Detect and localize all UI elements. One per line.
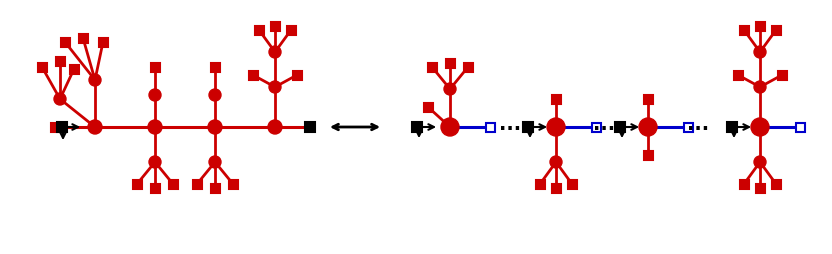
FancyBboxPatch shape: [755, 22, 765, 30]
FancyBboxPatch shape: [286, 25, 295, 35]
FancyBboxPatch shape: [777, 71, 786, 80]
Circle shape: [269, 46, 281, 58]
FancyBboxPatch shape: [523, 122, 533, 132]
FancyBboxPatch shape: [305, 122, 315, 132]
FancyBboxPatch shape: [486, 122, 494, 132]
FancyBboxPatch shape: [643, 151, 652, 160]
FancyBboxPatch shape: [740, 180, 749, 188]
Circle shape: [441, 118, 459, 136]
FancyBboxPatch shape: [795, 122, 805, 132]
Circle shape: [149, 156, 161, 168]
FancyBboxPatch shape: [132, 180, 141, 188]
FancyBboxPatch shape: [151, 62, 160, 71]
Circle shape: [269, 81, 281, 93]
Circle shape: [148, 120, 162, 134]
Circle shape: [268, 120, 282, 134]
FancyBboxPatch shape: [592, 122, 601, 132]
FancyBboxPatch shape: [98, 38, 107, 46]
FancyBboxPatch shape: [412, 122, 422, 132]
FancyBboxPatch shape: [615, 122, 625, 132]
FancyBboxPatch shape: [151, 183, 160, 193]
FancyBboxPatch shape: [249, 71, 257, 80]
Circle shape: [209, 89, 221, 101]
FancyBboxPatch shape: [70, 65, 78, 73]
Circle shape: [754, 46, 766, 58]
Text: ...: ...: [593, 116, 615, 135]
FancyBboxPatch shape: [552, 94, 561, 103]
FancyBboxPatch shape: [192, 180, 201, 188]
FancyBboxPatch shape: [56, 56, 65, 66]
Circle shape: [209, 156, 221, 168]
Circle shape: [88, 120, 102, 134]
FancyBboxPatch shape: [255, 25, 264, 35]
Circle shape: [751, 118, 769, 136]
FancyBboxPatch shape: [643, 94, 652, 103]
FancyBboxPatch shape: [428, 62, 437, 71]
FancyBboxPatch shape: [463, 62, 473, 71]
FancyBboxPatch shape: [734, 71, 742, 80]
Circle shape: [547, 118, 565, 136]
FancyBboxPatch shape: [727, 122, 737, 132]
FancyBboxPatch shape: [61, 38, 70, 46]
FancyBboxPatch shape: [755, 183, 765, 193]
FancyBboxPatch shape: [57, 122, 67, 132]
FancyBboxPatch shape: [771, 25, 780, 35]
FancyBboxPatch shape: [684, 122, 692, 132]
Circle shape: [444, 83, 456, 95]
FancyBboxPatch shape: [423, 103, 433, 112]
Circle shape: [54, 93, 66, 105]
Circle shape: [208, 120, 222, 134]
FancyBboxPatch shape: [293, 71, 301, 80]
FancyBboxPatch shape: [567, 180, 577, 188]
FancyBboxPatch shape: [771, 180, 780, 188]
FancyBboxPatch shape: [37, 62, 47, 71]
Circle shape: [89, 74, 101, 86]
FancyBboxPatch shape: [445, 58, 454, 68]
Text: ...: ...: [499, 116, 521, 135]
FancyBboxPatch shape: [536, 180, 544, 188]
FancyBboxPatch shape: [740, 25, 749, 35]
Circle shape: [550, 156, 562, 168]
FancyBboxPatch shape: [51, 122, 60, 132]
Text: ...: ...: [687, 116, 709, 135]
Circle shape: [639, 118, 657, 136]
Circle shape: [149, 89, 161, 101]
FancyBboxPatch shape: [552, 183, 561, 193]
FancyBboxPatch shape: [210, 62, 220, 71]
Circle shape: [754, 156, 766, 168]
FancyBboxPatch shape: [210, 183, 220, 193]
FancyBboxPatch shape: [78, 34, 87, 42]
FancyBboxPatch shape: [169, 180, 177, 188]
FancyBboxPatch shape: [229, 180, 237, 188]
FancyBboxPatch shape: [270, 22, 280, 30]
Circle shape: [754, 81, 766, 93]
